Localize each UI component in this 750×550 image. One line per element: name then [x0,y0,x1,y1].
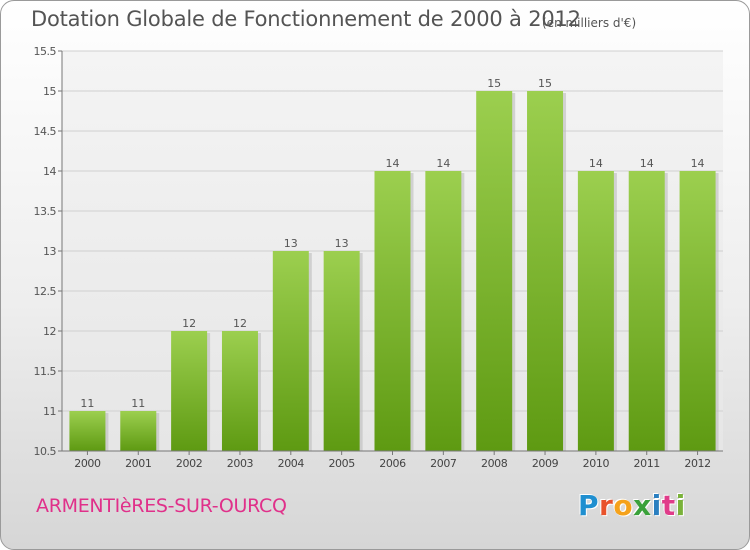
bar-2000 [69,411,106,451]
y-tick-label: 13.5 [34,205,57,218]
x-tick-label: 2006 [379,457,406,470]
bar-2005 [323,251,360,451]
y-tick-label: 13 [43,245,56,258]
y-tick-label: 15 [43,85,56,98]
x-tick-label: 2010 [583,457,610,470]
data-label: 14 [640,157,654,170]
x-tick-label: 2002 [176,457,202,470]
commune-name: ARMENTIèRES-SUR-OURCQ [36,495,287,517]
y-tick-label: 11 [43,405,56,418]
bar-2008 [476,91,513,451]
bar-2009 [527,91,564,451]
y-tick-label: 14 [43,165,56,178]
data-label: 15 [538,77,552,90]
proxiti-logo: Proxiti [578,489,686,522]
bar-2002 [171,331,208,451]
x-tick-label: 2011 [634,457,660,470]
x-tick-label: 2008 [481,457,508,470]
data-label: 14 [436,157,450,170]
x-tick-label: 2000 [74,457,101,470]
data-label: 14 [691,157,705,170]
chart-unit: (en milliers d'€) [542,16,637,30]
bar-2006 [374,171,411,451]
y-tick-label: 12 [43,325,56,338]
chart-title: Dotation Globale de Fonctionnement de 20… [31,7,581,31]
data-label: 11 [131,397,145,410]
data-label: 13 [284,237,298,250]
y-tick-label: 11.5 [34,365,57,378]
x-tick-label: 2009 [532,457,559,470]
data-label: 11 [80,397,94,410]
x-tick-label: 2005 [328,457,355,470]
x-tick-label: 2001 [125,457,151,470]
y-tick-label: 15.5 [34,45,57,58]
y-tick-label: 14.5 [34,125,57,138]
data-label: 15 [487,77,501,90]
bar-2007 [425,171,462,451]
bar-2004 [272,251,309,451]
data-label: 14 [589,157,603,170]
x-tick-label: 2012 [684,457,710,470]
data-label: 12 [182,317,196,330]
data-label: 12 [233,317,247,330]
bar-2012 [679,171,716,451]
y-tick-label: 10.5 [34,445,57,458]
bar-2011 [628,171,665,451]
bar-2010 [577,171,614,451]
bar-2003 [221,331,258,451]
x-tick-label: 2004 [278,457,305,470]
bar-2001 [120,411,157,451]
y-tick-label: 12.5 [34,285,57,298]
x-tick-label: 2007 [430,457,457,470]
data-label: 14 [386,157,400,170]
data-label: 13 [335,237,349,250]
x-tick-label: 2003 [227,457,254,470]
